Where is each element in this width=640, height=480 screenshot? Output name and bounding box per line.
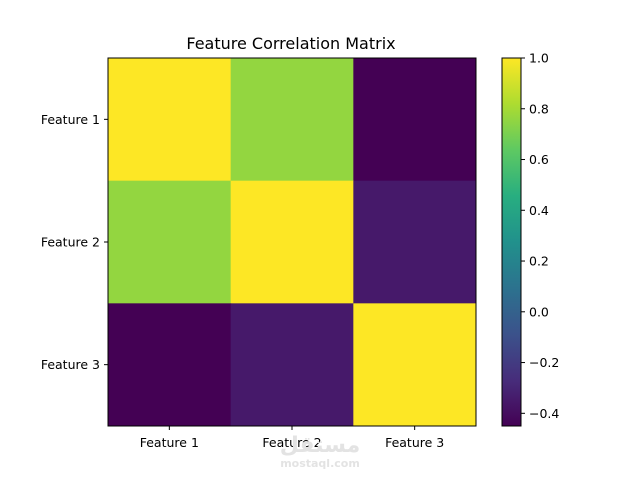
heatmap-cell <box>353 58 477 182</box>
chart-title: Feature Correlation Matrix <box>186 34 395 53</box>
colorbar-tick-label: −0.4 <box>529 406 559 421</box>
colorbar-tick-label: −0.2 <box>529 355 559 370</box>
heatmap-cell <box>108 58 232 182</box>
heatmap-cell <box>230 303 354 427</box>
heatmap-cell <box>230 180 354 304</box>
heatmap-cell <box>353 303 477 427</box>
colorbar <box>501 57 522 427</box>
colorbar-tick-label: 1.0 <box>529 51 549 66</box>
x-tick-label: Feature 2 <box>262 435 321 450</box>
watermark: مستقل mostaql.com <box>280 433 360 470</box>
colorbar-tick-label: 0.0 <box>529 304 549 319</box>
colorbar-tick-label: 0.8 <box>529 101 549 116</box>
colorbar-ticks: −0.4 −0.2 0.0 0.2 0.4 0.6 0.8 1.0 <box>521 51 559 421</box>
y-tick-label: Feature 3 <box>41 357 100 372</box>
x-tick-label: Feature 3 <box>385 435 444 450</box>
y-axis-ticks: Feature 1 Feature 2 Feature 3 <box>41 112 108 372</box>
y-tick-label: Feature 1 <box>41 112 100 127</box>
heatmap-cells <box>108 58 477 427</box>
heatmap-cell <box>230 58 354 182</box>
y-tick-label: Feature 2 <box>41 235 100 250</box>
x-tick-label: Feature 1 <box>140 435 199 450</box>
heatmap-cell <box>108 303 232 427</box>
colorbar-tick-label: 0.4 <box>529 203 549 218</box>
heatmap-cell <box>108 180 232 304</box>
colorbar-tick-label: 0.2 <box>529 254 549 269</box>
x-axis-ticks: Feature 1 Feature 2 Feature 3 <box>140 426 444 450</box>
colorbar-tick-label: 0.6 <box>529 152 549 167</box>
watermark-arabic: مستقل <box>280 433 360 458</box>
heatmap-cell <box>353 180 477 304</box>
watermark-latin: mostaql.com <box>280 457 360 470</box>
